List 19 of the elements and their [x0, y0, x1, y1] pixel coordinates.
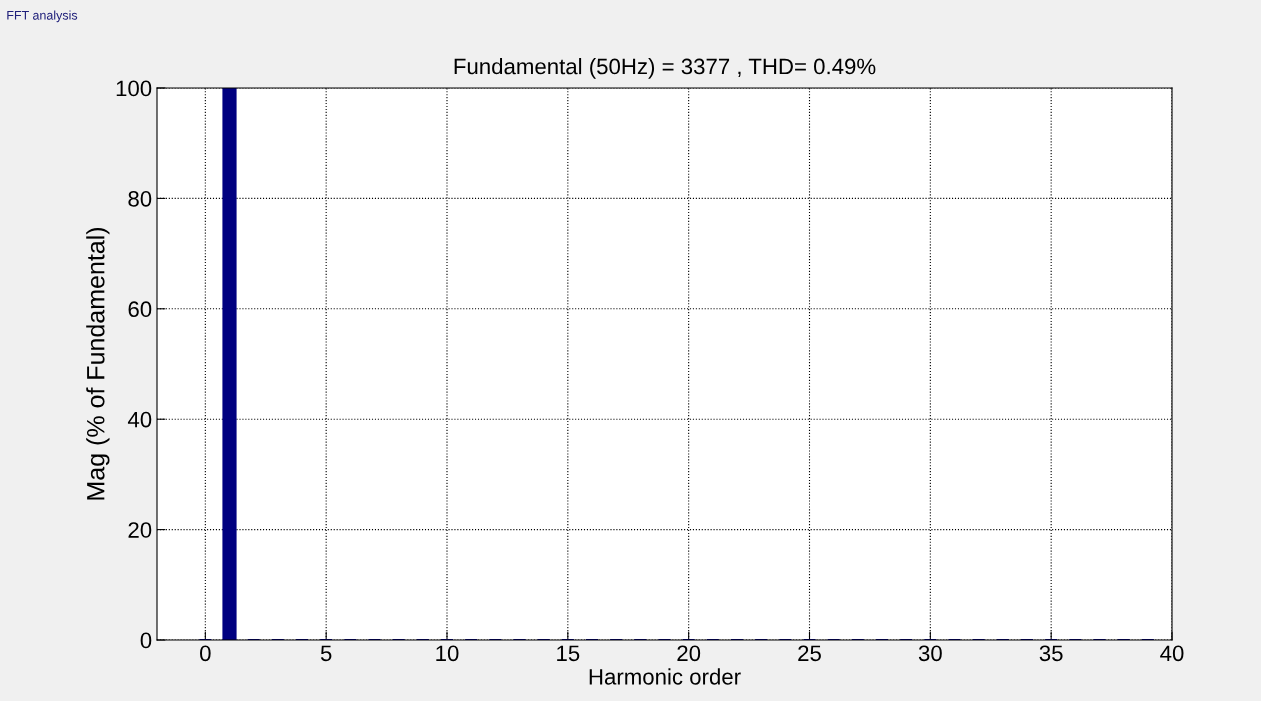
y-tick-label: 60: [128, 301, 152, 318]
x-tick-label: 5: [320, 645, 332, 662]
text: FFT analysis: [7, 10, 78, 23]
x-tick-label: 20: [677, 645, 701, 662]
y-tick-label: 20: [128, 522, 152, 538]
x-tick-label: 30: [918, 645, 942, 662]
x-tick-label: 15: [557, 645, 580, 662]
y-axis-title: Mag (% of Fundamental): [86, 227, 110, 500]
x-tick-label: 0: [200, 645, 211, 662]
y-tick-label: 40: [127, 411, 152, 428]
x-tick-label: 40: [1160, 645, 1184, 662]
x-tick-label: 10: [436, 645, 459, 662]
y-tick-label: 80: [128, 190, 152, 207]
x-axis-title: Harmonic order: [589, 668, 741, 685]
x-tick-label: 25: [798, 645, 821, 662]
chart-title: Fundamental (50Hz) = 3377 , THD= 0.49%: [454, 58, 876, 79]
y-tick-label: 0: [140, 632, 152, 649]
x-tick-label: 35: [1039, 645, 1063, 662]
y-tick-label: 100: [116, 80, 152, 97]
